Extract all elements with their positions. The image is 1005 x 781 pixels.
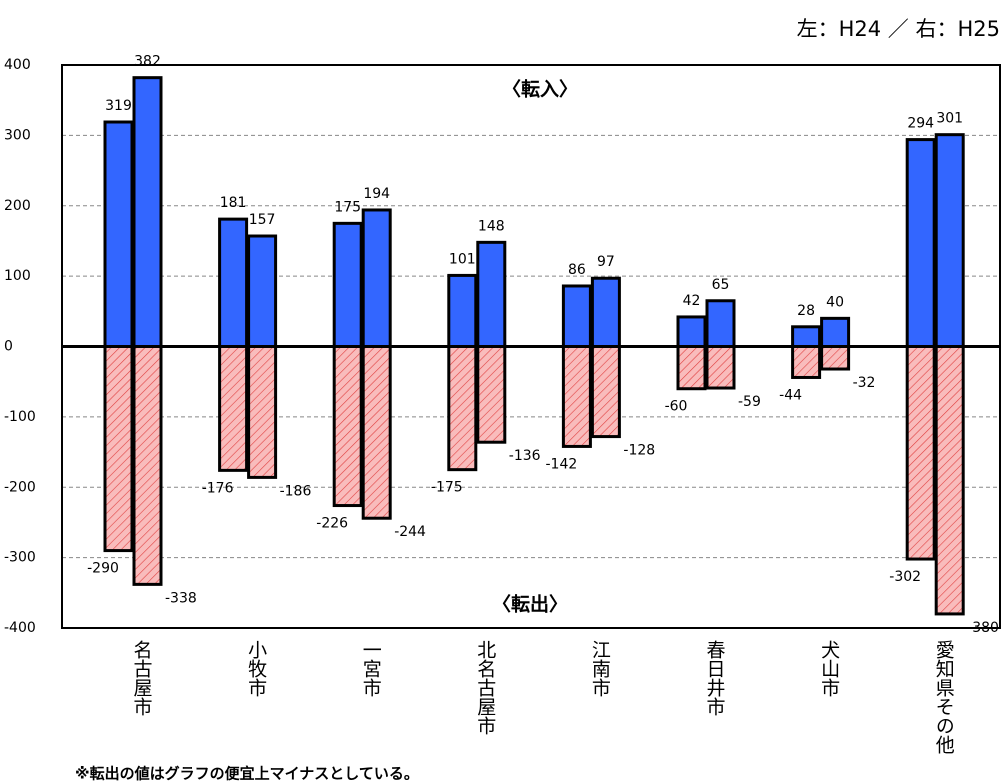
data-label: -290	[87, 561, 119, 577]
bar	[132, 345, 163, 586]
bar	[247, 234, 278, 348]
y-tick-label: -200	[4, 479, 36, 495]
bar	[705, 345, 736, 390]
plot-frame	[61, 64, 1001, 629]
data-label: -136	[509, 448, 541, 464]
x-tick-label: 小牧市	[245, 640, 267, 697]
data-label: -44	[779, 387, 802, 403]
bar	[905, 138, 936, 348]
y-tick-label: 400	[4, 57, 31, 73]
bar	[447, 273, 478, 349]
data-label: -128	[623, 443, 655, 459]
data-label: 86	[568, 262, 586, 278]
data-label: -176	[202, 480, 234, 496]
data-label: 65	[712, 277, 730, 293]
bar	[103, 345, 134, 553]
data-label: 382	[134, 54, 161, 70]
x-tick-label: 江南市	[589, 640, 611, 697]
x-tick-label: 名古屋市	[131, 640, 153, 716]
bar	[934, 345, 965, 616]
data-label: 28	[797, 303, 815, 319]
data-label: -142	[546, 456, 578, 472]
data-label: 40	[826, 294, 844, 310]
data-label: 175	[334, 199, 361, 215]
y-tick-label: -100	[4, 409, 36, 425]
annotation: 〈転出〉	[492, 593, 568, 616]
bar	[791, 345, 822, 379]
footnote: ※転出の値はグラフの便宜上マイナスとしている。	[75, 765, 419, 781]
bar	[218, 217, 249, 348]
bar	[361, 345, 392, 520]
bar	[132, 76, 163, 348]
data-label: -175	[431, 480, 463, 496]
data-label: -302	[889, 569, 921, 585]
x-tick-label: 春日井市	[704, 640, 726, 716]
bar	[934, 133, 965, 348]
y-tick-label: 100	[4, 268, 31, 284]
bar	[476, 345, 507, 444]
bar	[447, 345, 478, 472]
data-label: 97	[597, 254, 615, 270]
annotation: 〈転入〉	[502, 78, 578, 101]
data-label: 194	[363, 186, 390, 202]
data-label: 148	[478, 218, 505, 234]
bar	[103, 120, 134, 348]
bar	[820, 345, 851, 371]
y-tick-label: 300	[4, 127, 31, 143]
bar	[476, 240, 507, 348]
x-tick-label: 一宮市	[360, 640, 382, 697]
bar	[590, 345, 621, 439]
bar	[218, 345, 249, 472]
bar	[791, 325, 822, 349]
y-tick-label: -400	[4, 620, 36, 636]
data-label: 157	[249, 212, 276, 228]
data-label: 101	[449, 251, 476, 267]
data-label: -32	[853, 375, 876, 391]
y-tick-label: 200	[4, 198, 31, 214]
x-tick-label: 北名古屋市	[474, 640, 496, 735]
data-label: 319	[105, 98, 132, 114]
bar	[676, 315, 707, 349]
data-label: 301	[936, 111, 963, 127]
data-label: -59	[738, 394, 761, 410]
x-tick-label: 愛知県その他	[933, 640, 955, 754]
data-label: -186	[280, 483, 312, 499]
x-tick-label: 犬山市	[818, 640, 840, 697]
data-label: 294	[907, 116, 934, 132]
bar	[676, 345, 707, 391]
bar	[820, 316, 851, 349]
bar	[247, 345, 278, 479]
bar	[361, 208, 392, 348]
data-label: 42	[683, 293, 701, 309]
data-label: -338	[165, 590, 197, 606]
bar	[561, 284, 592, 349]
bar	[332, 221, 363, 348]
data-label: -226	[316, 516, 348, 532]
legend-note: 左：H24 ／ 右：H25	[797, 17, 1000, 41]
data-label: -60	[665, 399, 688, 415]
bar	[561, 345, 592, 448]
y-tick-label: 0	[4, 339, 13, 355]
data-label: -244	[394, 524, 426, 540]
bar	[705, 299, 736, 349]
bar	[590, 276, 621, 348]
bar	[905, 345, 936, 561]
y-tick-label: -300	[4, 550, 36, 566]
data-label: 181	[220, 195, 247, 211]
bar	[332, 345, 363, 508]
